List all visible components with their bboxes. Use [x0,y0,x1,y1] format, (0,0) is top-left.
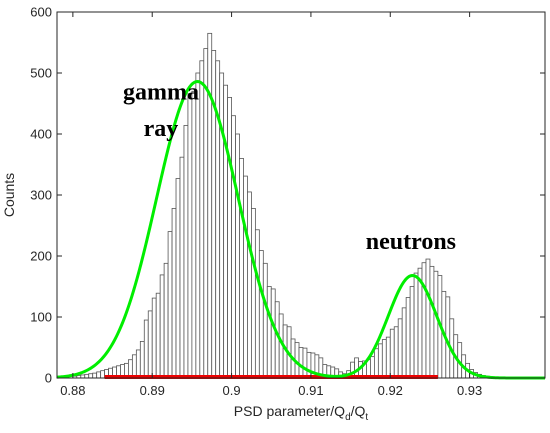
histogram-bar [405,297,411,379]
histogram-bar [429,265,435,379]
histogram-bar [306,351,312,379]
y-tick-label: 400 [30,127,52,142]
histogram-bar [183,125,189,379]
histogram-bar [235,133,240,379]
histogram-bar [421,262,427,379]
annotation-label: ray [144,116,179,142]
histogram-bar [381,339,387,379]
histogram-bar [302,347,308,379]
x-tick-label: 0.88 [60,383,85,398]
annotations: gamma ray neutrons [123,79,456,254]
y-tick-label: 500 [30,66,52,81]
histogram-bar [223,84,229,379]
histogram-bar [401,307,407,379]
histogram-bar [425,258,431,379]
x-tick-label: 0.91 [298,383,323,398]
histogram-bar [92,372,98,379]
histogram-bar [100,370,106,379]
y-tick-label: 0 [45,371,52,386]
histogram-bar [433,270,439,379]
x-tick-label: 0.92 [378,383,403,398]
histogram-bar [195,72,201,379]
histogram-bar [199,60,205,379]
histogram-bar [413,272,419,379]
x-axis-label-sub-t: t [365,412,368,423]
histogram-bar [219,72,225,379]
tick-labels: 0.88 0.89 0.9 0.91 0.92 0.93 0 100 200 300 400 500 6… [30,5,545,398]
histogram-bar [393,326,399,379]
histogram-bar [139,340,145,379]
histogram-bar [243,175,248,379]
histogram-bar [298,347,304,379]
histogram-bar [143,319,149,379]
histogram-bar [227,97,232,379]
x-tick-label: 0.93 [457,383,482,398]
histogram-bar [270,288,276,379]
annotation-label: gamma [123,79,199,105]
histogram-bar [84,373,90,379]
gaussian-fit-curve [56,80,545,380]
histogram-bar [135,349,141,379]
histogram-bar [258,250,264,379]
histogram-bar [266,286,272,379]
histogram-bar [96,371,102,379]
y-tick-label: 600 [30,5,52,20]
y-tick-label: 100 [30,310,52,325]
histogram-bar [247,191,252,379]
histogram-bar [131,354,137,379]
x-tick-label: 0.9 [223,383,241,398]
histogram-bar [377,343,383,379]
histogram-bar [155,292,161,379]
histogram-bar [167,231,173,379]
histogram-bar [207,32,213,379]
x-axis-label-base: PSD parameter/Q [234,403,345,419]
histogram-bar [409,286,415,379]
histogram-bar [385,336,391,379]
y-tick-label: 200 [30,249,52,264]
histogram-bar [262,262,268,379]
histogram-bar [88,373,94,379]
histogram-bar [389,328,395,379]
y-tick-label: 300 [30,188,52,203]
histogram-bar [179,156,185,379]
x-axis-label-mid: /Q [351,403,366,419]
histogram-bar [203,48,209,379]
histogram-bar [370,356,375,379]
histogram-bar [254,229,260,379]
x-axis-label: PSD parameter/Qd/Qt [234,403,369,423]
x-tick-label: 0.89 [140,383,165,398]
histogram-bar [187,93,193,379]
histogram-bar [231,115,236,379]
histogram-bar [191,90,197,379]
histogram-bar [159,274,165,379]
histogram-bar [175,178,181,379]
x-axis-label-sub-d: d [345,412,351,423]
histogram-bar [397,318,403,379]
histogram-bar [251,208,256,379]
histogram-bar [147,310,153,379]
histogram-bar [239,157,244,379]
histogram-bar [151,297,157,379]
histogram-bar [163,262,169,379]
annotation-label: neutrons [366,229,456,255]
histogram-bar [171,208,177,379]
y-axis-label: Counts [1,173,17,217]
histogram-bar [373,348,379,379]
